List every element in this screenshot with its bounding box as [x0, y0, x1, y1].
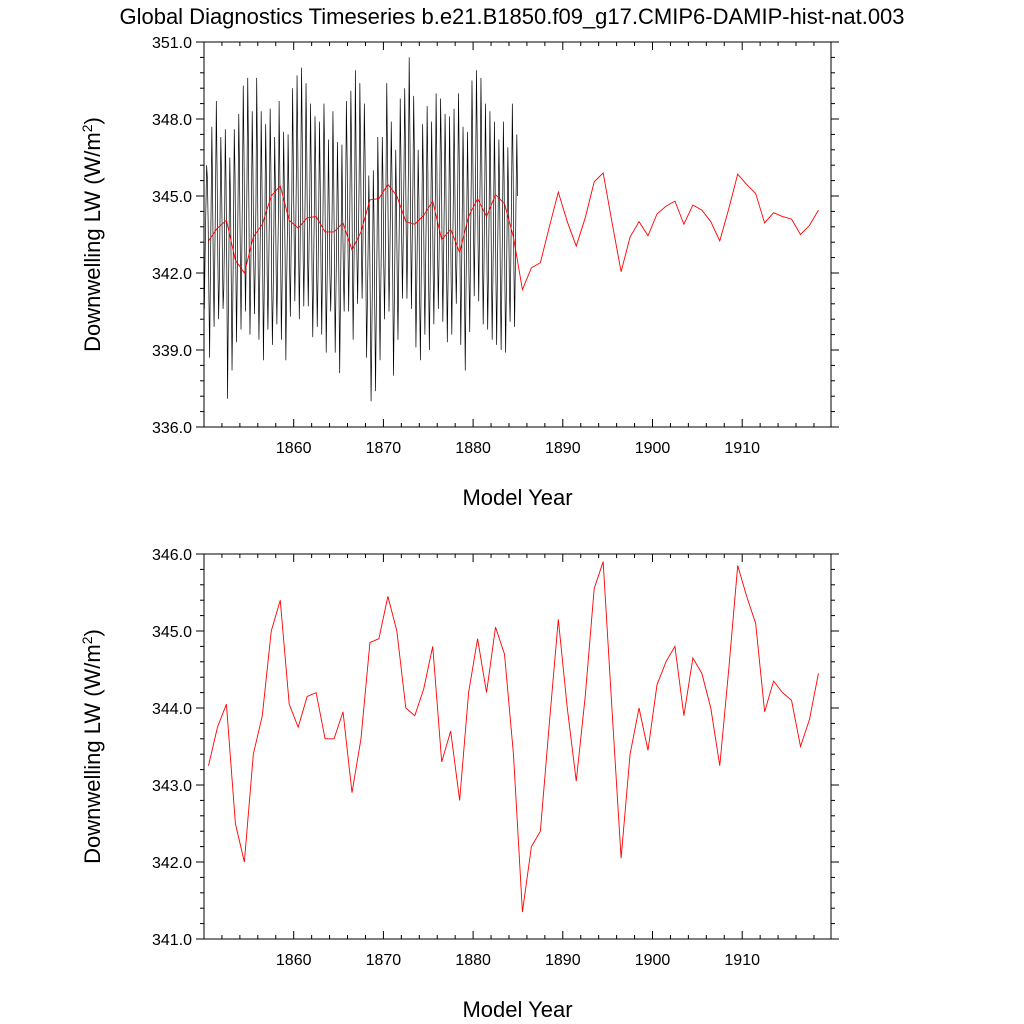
- y-tick-label: 346.0: [152, 547, 192, 564]
- y-tick-label: 341.0: [152, 932, 192, 949]
- y-tick-label: 345.0: [152, 189, 192, 206]
- x-tick-label: 1900: [635, 440, 671, 457]
- plot-frame: [203, 41, 832, 428]
- chart-panel-1: 1860 1870 1880 1890 1900 1910 336.0 339.0 342.0 3…: [79, 35, 839, 510]
- y-tick-label: 351.0: [152, 35, 192, 52]
- x-axis-title: Model Year: [462, 485, 572, 510]
- x-tick-label: 1880: [455, 952, 491, 969]
- y-axis-title: Downwelling LW (W/m2): [79, 629, 105, 864]
- x-tick-label: 1900: [635, 952, 671, 969]
- y-tick-label: 342.0: [152, 855, 192, 872]
- x-tick-label: 1910: [724, 440, 760, 457]
- x-tick-label: 1860: [276, 952, 312, 969]
- x-axis-title: Model Year: [462, 997, 572, 1022]
- y-axis-title: Downwelling LW (W/m2): [79, 117, 105, 352]
- y-tick-label: 342.0: [152, 266, 192, 283]
- figure-title: Global Diagnostics Timeseries b.e21.B185…: [119, 4, 904, 29]
- x-tick-label: 1870: [366, 952, 402, 969]
- x-tick-label: 1890: [545, 440, 581, 457]
- x-tick-label: 1870: [366, 440, 402, 457]
- chart-panel-2: 1860 1870 1880 1890 1900 1910 341.0 342.0 343.0 3…: [79, 547, 839, 1022]
- y-tick-label: 348.0: [152, 112, 192, 129]
- x-tick-label: 1860: [276, 440, 312, 457]
- y-tick-label: 339.0: [152, 343, 192, 360]
- plot-frame: [203, 553, 832, 940]
- y-tick-label: 344.0: [152, 701, 192, 718]
- x-tick-label: 1910: [724, 952, 760, 969]
- x-tick-label: 1890: [545, 952, 581, 969]
- y-tick-label: 336.0: [152, 420, 192, 437]
- x-tick-label: 1880: [455, 440, 491, 457]
- annual-mean-series-line: [208, 171, 819, 292]
- y-tick-label: 345.0: [152, 624, 192, 641]
- monthly-series-line: [204, 57, 518, 402]
- annual-mean-series-line: [208, 561, 819, 913]
- y-tick-label: 343.0: [152, 778, 192, 795]
